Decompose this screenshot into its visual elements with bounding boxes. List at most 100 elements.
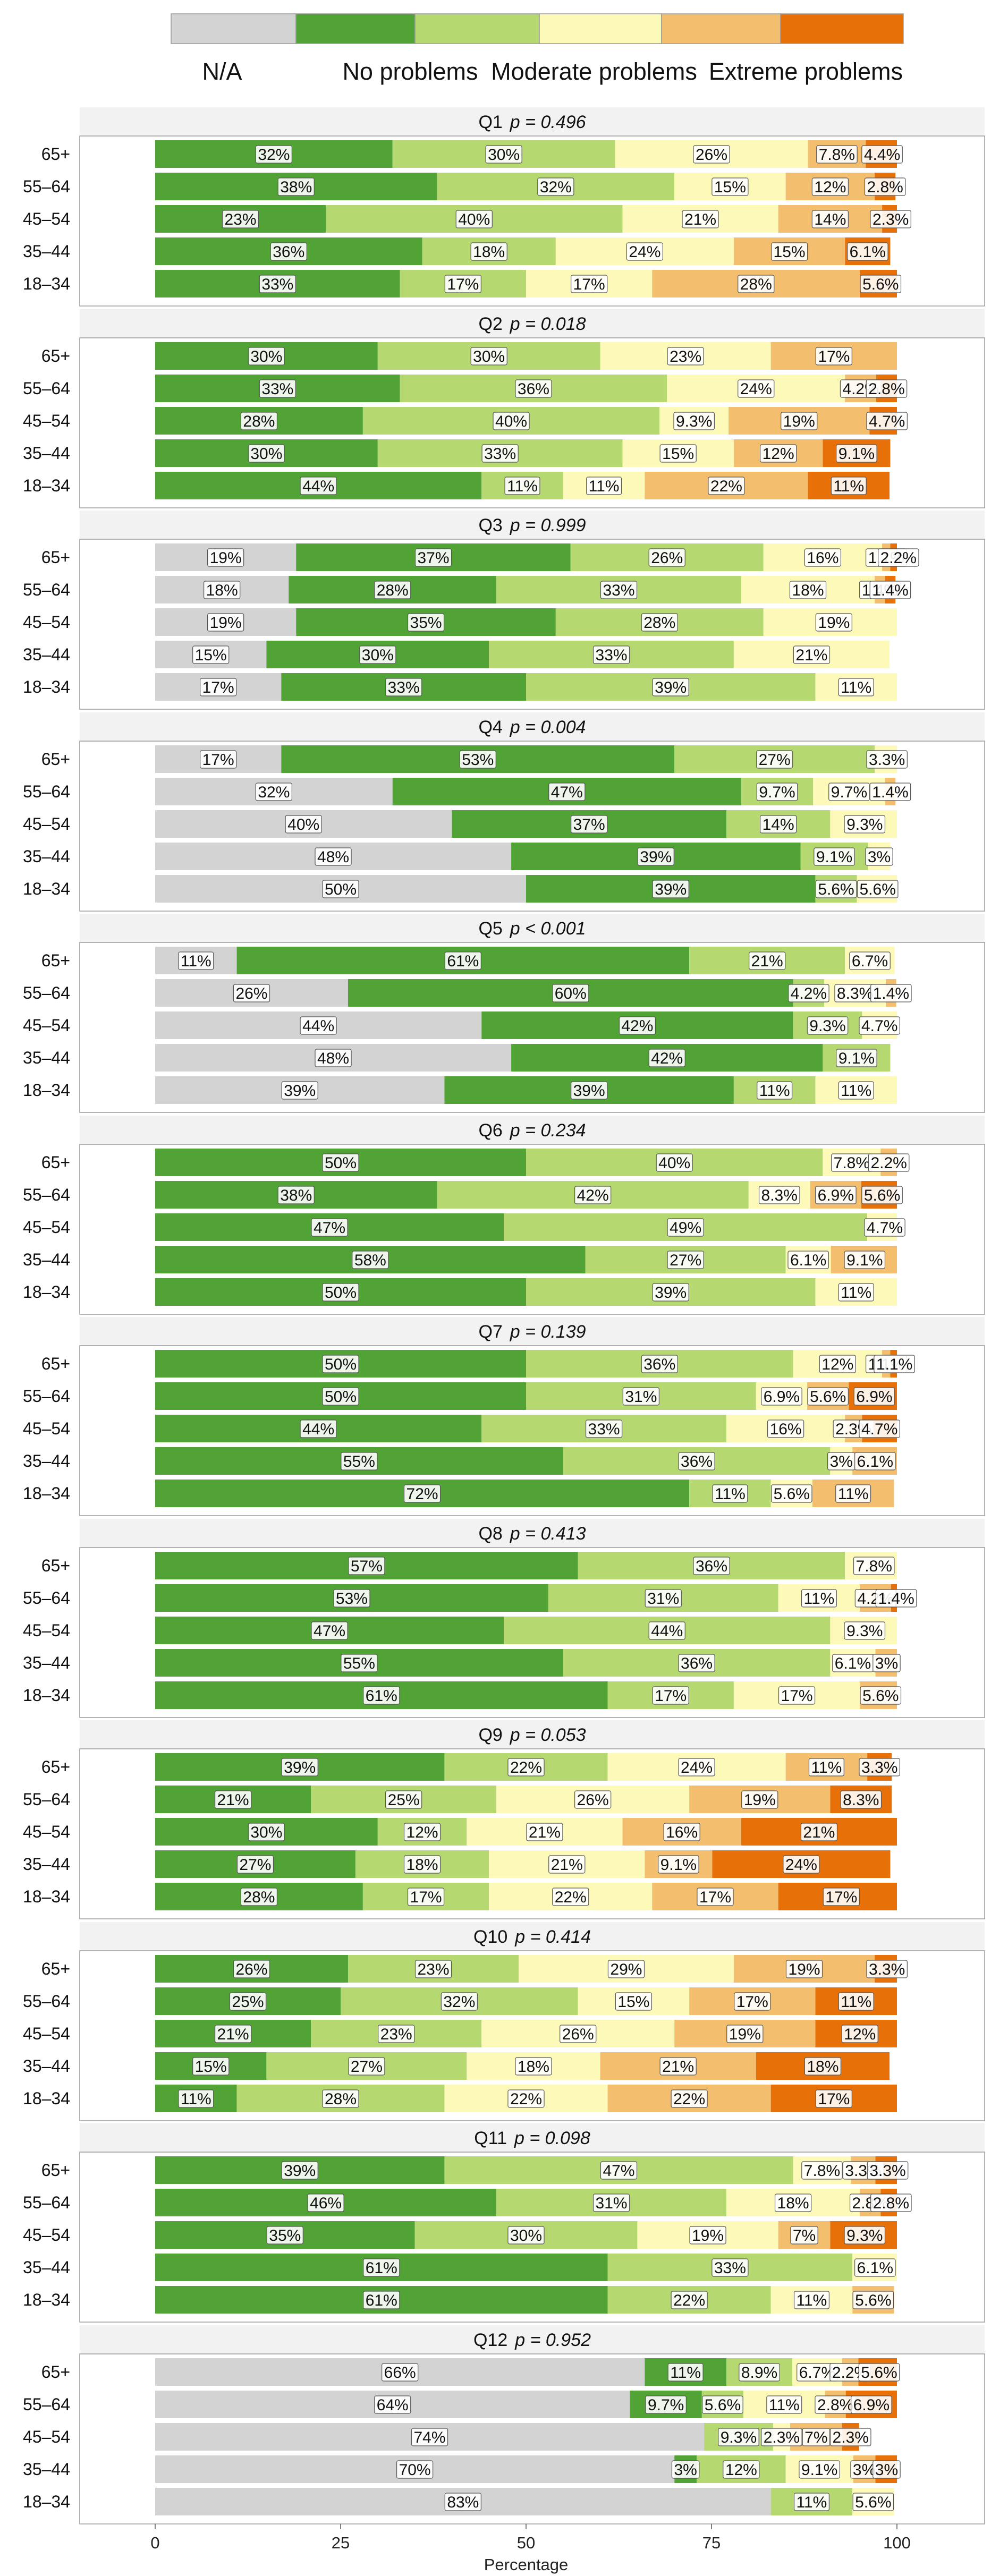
- data-label: 9.1%: [801, 2461, 837, 2479]
- data-label-box: [607, 1960, 645, 1978]
- data-label-box: [861, 1186, 903, 1204]
- data-label: 50%: [325, 1284, 357, 1302]
- category-label: 55–64: [23, 2395, 70, 2414]
- panel-strip: [80, 1922, 985, 1951]
- data-label: 5.6%: [861, 2364, 897, 2382]
- data-label-box: [853, 1387, 895, 1406]
- data-label: 11%: [841, 679, 871, 696]
- data-label-box: [363, 2258, 400, 2277]
- panel-p-value: p = 0.496: [510, 112, 586, 132]
- data-label-box: [285, 815, 322, 834]
- data-label-box: [678, 1452, 715, 1470]
- data-label-box: [382, 2363, 419, 2382]
- category-label: 45–54: [23, 613, 70, 632]
- data-label-box: [873, 2460, 901, 2479]
- data-label-box: [403, 1823, 441, 1841]
- data-label-box: [222, 210, 259, 228]
- panel-title: Q8 p = 0.413: [478, 1524, 586, 1544]
- data-label-box: [259, 379, 296, 398]
- panel-question: Q6: [478, 1120, 502, 1141]
- data-label: 27%: [239, 1856, 271, 1874]
- data-label-box: [785, 1960, 823, 1978]
- data-label: 5.6%: [862, 276, 899, 293]
- data-label: 3%: [853, 2461, 876, 2479]
- data-label: 33%: [484, 445, 516, 463]
- data-label-box: [385, 1790, 422, 1809]
- data-label: 14%: [763, 816, 794, 834]
- data-label: 60%: [555, 985, 587, 1002]
- data-label-box: [403, 1484, 441, 1503]
- data-label: 5.6%: [818, 881, 854, 898]
- data-label-box: [854, 1452, 896, 1470]
- data-label-box: [869, 581, 911, 599]
- data-label: 9.3%: [676, 413, 712, 430]
- data-label: 21%: [217, 2026, 249, 2043]
- data-label: 17%: [202, 751, 234, 769]
- data-label-box: [348, 2057, 385, 2076]
- data-label-box: [571, 815, 608, 834]
- data-label: 4.2%: [791, 985, 827, 1002]
- data-label-box: [790, 2226, 818, 2245]
- data-label-box: [875, 1589, 917, 1608]
- data-label-box: [866, 750, 908, 769]
- data-label: 21%: [795, 647, 827, 664]
- data-label-box: [866, 1960, 908, 1978]
- data-label: 11%: [181, 2090, 211, 2108]
- data-label: 3.3%: [869, 2162, 905, 2180]
- data-label-box: [493, 412, 530, 430]
- data-label: 2.8%: [873, 2195, 909, 2212]
- data-label: 24%: [740, 380, 772, 398]
- data-label: 6.1%: [790, 1252, 826, 1269]
- data-label-box: [851, 2395, 892, 2414]
- data-label-box: [673, 412, 715, 430]
- category-label: 65+: [41, 1959, 70, 1978]
- data-label-box: [322, 1153, 359, 1172]
- data-label-box: [348, 1557, 385, 1575]
- data-label-box: [315, 847, 352, 866]
- data-label: 26%: [696, 146, 727, 164]
- category-label: 45–54: [23, 209, 70, 228]
- data-label-box: [619, 1016, 656, 1035]
- category-label: 35–44: [23, 2460, 70, 2479]
- legend-swatch: [661, 13, 781, 44]
- data-label-box: [574, 1790, 612, 1809]
- data-label-box: [859, 1419, 900, 1438]
- data-label-box: [315, 1049, 352, 1067]
- legend: N/A No problems Moderate problems Extreme p…: [171, 13, 904, 85]
- panel: Q10 p = 0.414 65+ 26% 23% 29% 19% 3.3% 55–64 25% 3…: [23, 1922, 985, 2121]
- category-label: 35–44: [23, 444, 70, 463]
- data-label-box: [645, 1589, 682, 1608]
- category-label: 45–54: [23, 2225, 70, 2245]
- data-label-box: [259, 275, 296, 293]
- category-label: 65+: [41, 951, 70, 970]
- data-label: 2.8%: [817, 2396, 853, 2414]
- category-label: 18–34: [23, 1282, 70, 1302]
- panel-question: Q11: [474, 2128, 507, 2148]
- data-label: 5.6%: [705, 2396, 741, 2414]
- data-label: 39%: [284, 1759, 316, 1776]
- data-label: 15%: [195, 2058, 227, 2076]
- data-label-box: [761, 2428, 802, 2446]
- data-label: 33%: [714, 2259, 746, 2277]
- data-label: 36%: [518, 380, 549, 398]
- category-label: 65+: [41, 1757, 70, 1776]
- category-label: 55–64: [23, 2193, 70, 2212]
- data-label: 9.3%: [809, 1017, 845, 1035]
- data-label-box: [849, 951, 891, 970]
- data-label: 12%: [814, 178, 846, 196]
- data-label: 28%: [643, 614, 675, 632]
- data-label: 33%: [603, 582, 634, 599]
- data-label: 38%: [280, 178, 312, 196]
- data-label-box: [233, 984, 270, 1002]
- category-label: 35–44: [23, 847, 70, 866]
- data-label-box: [659, 444, 697, 463]
- data-label: 6.1%: [835, 1655, 871, 1672]
- data-label-box: [659, 2057, 697, 2076]
- data-label-box: [485, 145, 522, 164]
- data-label: 3%: [875, 2461, 898, 2479]
- data-label: 36%: [273, 243, 304, 261]
- data-label: 53%: [336, 1590, 368, 1608]
- data-label-box: [414, 1960, 452, 1978]
- data-label: 9.3%: [846, 816, 883, 834]
